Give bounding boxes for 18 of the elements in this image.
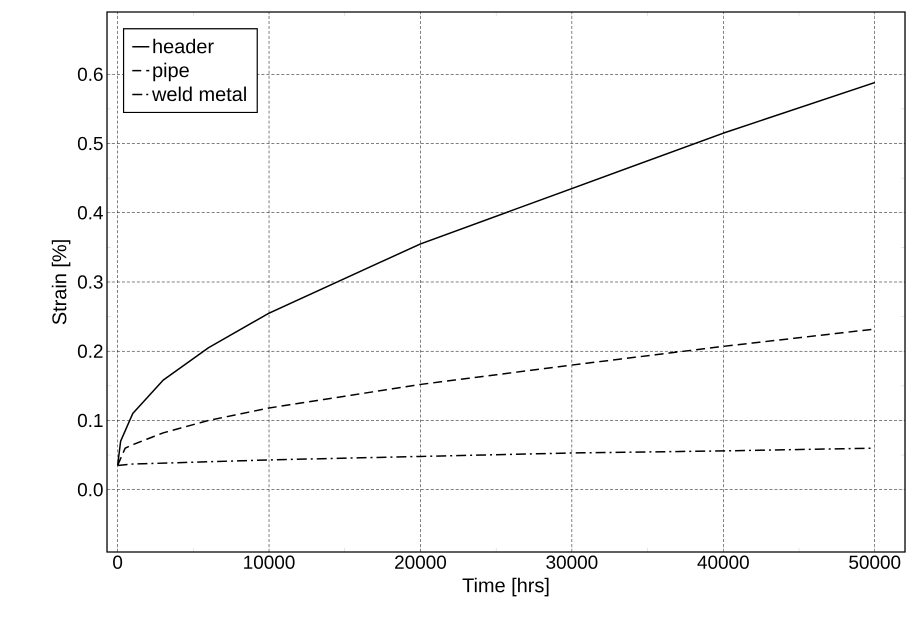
y-tick-label: 0.2: [78, 344, 103, 358]
x-axis-title: Time [hrs]: [462, 578, 548, 596]
x-tick-label: 50000: [849, 556, 900, 569]
y-tick-label: 0.1: [78, 414, 103, 428]
x-tick-label: 40000: [697, 556, 749, 569]
y-axis-title: Strain [%]: [52, 240, 70, 324]
x-tick-label: 30000: [546, 556, 598, 569]
y-tick-label: 0.0: [78, 482, 103, 496]
x-tick-label: 20000: [395, 556, 446, 569]
y-tick-label: 0.3: [78, 275, 103, 289]
x-tick-label: 0: [113, 556, 122, 569]
x-tick-label: 10000: [244, 556, 295, 569]
legend-label: pipe: [153, 62, 189, 82]
y-tick-label: 0.6: [78, 68, 103, 81]
legend-label: weld metal: [152, 86, 246, 102]
legend-label: header: [153, 38, 214, 54]
y-tick-label: 0.4: [78, 206, 103, 220]
y-tick-label: 0.5: [78, 136, 103, 150]
